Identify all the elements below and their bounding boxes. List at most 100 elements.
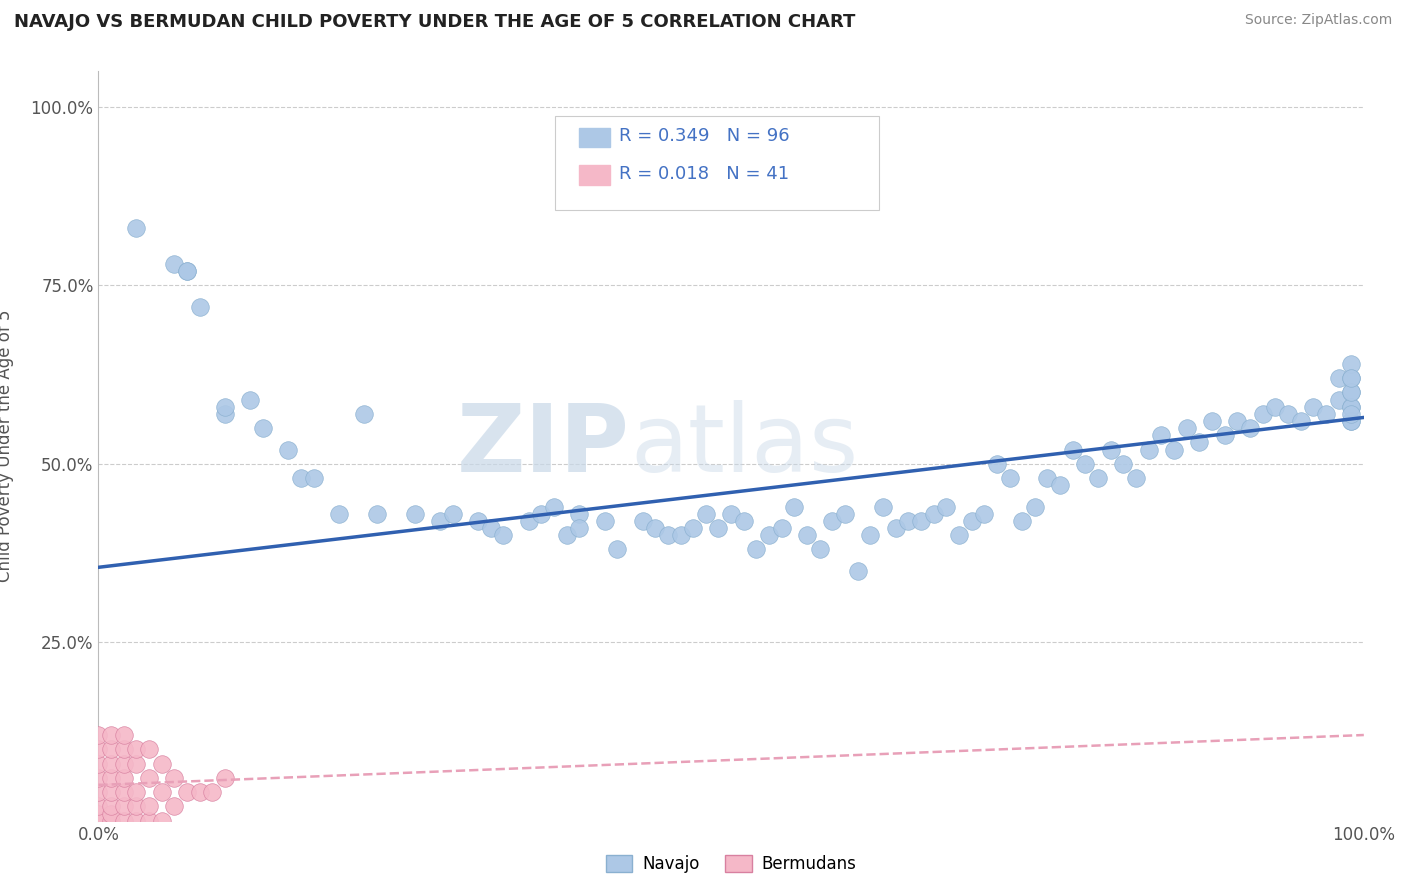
Point [112,742,135,756]
Point [112,785,135,799]
Point [100,728,122,742]
Point [302,471,325,485]
Point [1036,471,1059,485]
Legend: Navajo, Bermudans: Navajo, Bermudans [599,848,863,880]
Point [796,528,818,542]
Point [1125,471,1147,485]
Point [1277,407,1299,421]
Point [176,264,198,278]
Point [1264,400,1286,414]
Point [1163,442,1185,457]
Point [112,799,135,814]
Point [644,521,666,535]
Point [100,814,122,828]
Point [441,507,464,521]
Point [150,814,173,828]
Point [1239,421,1261,435]
Point [201,785,224,799]
Point [277,442,299,457]
Point [100,771,122,785]
Point [555,528,578,542]
Point [100,742,122,756]
Point [758,528,780,542]
Point [884,521,907,535]
Point [188,785,211,799]
Point [720,507,742,521]
Point [100,799,122,814]
Point [150,756,173,771]
Point [87,814,110,828]
Point [138,814,160,828]
Point [1315,407,1337,421]
Point [87,742,110,756]
Point [366,507,388,521]
Point [176,264,198,278]
Point [1074,457,1097,471]
Point [1340,371,1362,385]
Point [1226,414,1249,428]
Point [1340,357,1362,371]
Point [733,514,755,528]
Point [1087,471,1109,485]
Point [846,564,869,578]
Point [631,514,654,528]
Point [783,500,806,514]
Point [669,528,692,542]
Text: NAVAJO VS BERMUDAN CHILD POVERTY UNDER THE AGE OF 5 CORRELATION CHART: NAVAJO VS BERMUDAN CHILD POVERTY UNDER T… [14,13,855,31]
Point [138,742,160,756]
Point [1011,514,1033,528]
Text: ZIP: ZIP [457,400,630,492]
Point [1112,457,1135,471]
Point [1302,400,1324,414]
Point [808,542,831,557]
Point [1340,385,1362,400]
Point [530,507,553,521]
Point [1150,428,1173,442]
Point [1289,414,1312,428]
Point [176,785,198,799]
Point [897,514,920,528]
Point [1251,407,1274,421]
Point [479,521,502,535]
Point [745,542,768,557]
Point [1340,400,1362,414]
Point [821,514,844,528]
Point [770,521,793,535]
Point [1327,371,1350,385]
Point [960,514,983,528]
Point [1340,414,1362,428]
Point [138,771,160,785]
Point [404,507,426,521]
Point [1340,407,1362,421]
Point [543,500,565,514]
Point [922,507,945,521]
Point [87,756,110,771]
Text: atlas: atlas [630,400,858,492]
Point [87,799,110,814]
Point [1188,435,1211,450]
Text: Source: ZipAtlas.com: Source: ZipAtlas.com [1244,13,1392,28]
Point [125,785,148,799]
Point [467,514,489,528]
Point [214,771,236,785]
Point [125,756,148,771]
Point [87,785,110,799]
Point [1049,478,1071,492]
Point [568,507,591,521]
Point [606,542,628,557]
Point [948,528,970,542]
Point [1099,442,1122,457]
Point [125,221,148,235]
Point [1340,400,1362,414]
Point [188,300,211,314]
Point [429,514,451,528]
Point [87,728,110,742]
Point [125,799,148,814]
Point [138,799,160,814]
Point [517,514,540,528]
Point [1327,392,1350,407]
Point [1201,414,1223,428]
Point [682,521,704,535]
Point [1062,442,1084,457]
Point [290,471,312,485]
